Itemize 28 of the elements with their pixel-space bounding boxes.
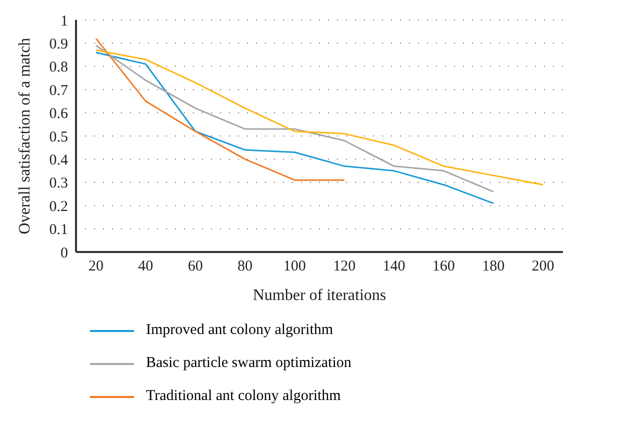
legend-label: Traditional ant colony algorithm	[146, 388, 341, 405]
legend-label: Basic particle swarm optimization	[146, 355, 352, 372]
x-tick-label: 200	[532, 258, 554, 275]
y-tick-label: 0.3	[49, 176, 68, 192]
y-axis-title: Overall satisfaction of a match	[16, 38, 34, 234]
line-series	[95, 49, 544, 186]
x-tick-label: 120	[333, 258, 356, 275]
y-tick-label: 0.5	[49, 129, 68, 146]
y-tick-label: 0	[60, 245, 68, 262]
x-tick-label: 160	[432, 258, 455, 275]
x-tick-label: 20	[88, 258, 104, 275]
x-tick-label: 80	[238, 258, 252, 275]
y-tick-label: 1	[60, 13, 68, 30]
y-tick-label: 0.7	[49, 82, 68, 99]
y-tick-label: 0.9	[49, 36, 68, 53]
y-tick-label: 0.8	[49, 60, 68, 76]
x-tick-label: 60	[188, 258, 203, 275]
x-axis-title: Number of iterations	[252, 287, 386, 304]
x-tick-label: 40	[138, 258, 154, 275]
y-tick-label: 0.4	[49, 152, 68, 169]
x-tick-label: 180	[482, 258, 505, 275]
x-tick-label: 140	[382, 258, 406, 275]
x-tick-label: 100	[283, 258, 306, 275]
y-tick-label: 0.6	[49, 106, 68, 122]
y-tick-label: 0.1	[49, 222, 68, 238]
legend-label: Improved ant colony algorithm	[146, 322, 334, 339]
line-series	[95, 38, 346, 181]
y-tick-label: 0.2	[49, 198, 68, 215]
